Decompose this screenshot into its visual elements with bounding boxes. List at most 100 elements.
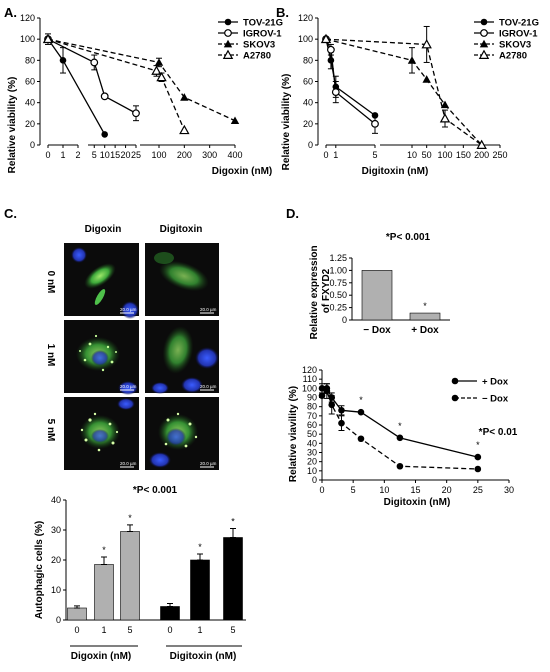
chart-a-series-line xyxy=(47,38,185,131)
chart-d-line-data-point xyxy=(396,462,404,470)
panel-label-a: A. xyxy=(4,5,17,20)
chart-d-line-xtick-label: 30 xyxy=(504,485,514,495)
chart-b-xtick-label: 100 xyxy=(437,150,452,160)
chart-c-xtick-label: 0 xyxy=(167,625,172,635)
chart-b-data-point xyxy=(327,45,335,54)
chart-b-legend-label: TOV-21G xyxy=(499,18,539,29)
chart-a-legend-marker xyxy=(222,49,234,59)
chart-d-line-data-point xyxy=(338,419,345,427)
scale-bar-label: 20.0 µm xyxy=(120,307,137,312)
chart-a-legend-marker xyxy=(223,39,233,48)
panel-label-c: C. xyxy=(4,206,17,221)
chart-a-ytick-label: 80 xyxy=(25,55,35,65)
chart-d-line-ytick-label: 90 xyxy=(307,393,317,403)
chart-a-ytick-label: 40 xyxy=(25,98,35,108)
chart-b-xtick-label: 250 xyxy=(492,150,507,160)
chart-b-xtick-label: 200 xyxy=(474,150,489,160)
chart-d-line-legend-marker xyxy=(451,377,459,385)
chart-a-xtick-label: 300 xyxy=(202,150,217,160)
chart-c-ytick-label: 40 xyxy=(51,495,61,505)
chart-c-bar xyxy=(223,537,243,621)
chart-a-data-point xyxy=(179,124,190,135)
chart-d-line-xtick-label: 25 xyxy=(473,485,483,495)
chart-c-ylabel: Autophagic cells (%) xyxy=(34,521,45,619)
chart-a-legend-label: TOV-21G xyxy=(243,18,283,29)
chart-d-line-ylabel: Relative viavility (%) xyxy=(288,386,299,482)
chart-b-ytick-label: 100 xyxy=(298,34,313,44)
chart-d-line-ytick-label: 50 xyxy=(307,429,317,439)
chart-a-ylabel: Relative viability (%) xyxy=(7,77,18,174)
chart-c-annotation: *P< 0.001 xyxy=(133,485,178,496)
chart-a-ytick-label: 100 xyxy=(20,34,35,44)
chart-d-line-ytick-label: 120 xyxy=(302,365,317,375)
micrograph-col-header-digitoxin: Digitoxin xyxy=(160,224,203,235)
chart-d-bar-ytick-label: 0.50 xyxy=(329,290,347,300)
chart-a-data-point xyxy=(132,109,140,118)
chart-a-xtick-label: 200 xyxy=(177,150,192,160)
chart-a-xtick-label: 100 xyxy=(151,150,166,160)
chart-d-line-ytick-label: 70 xyxy=(307,411,317,421)
chart-c-xtick-label: 5 xyxy=(230,625,235,635)
chart-d-line-xtick-label: 10 xyxy=(379,485,389,495)
fluorescence-micrograph-grid: 20.0 µm 20.0 µm 20.0 µm 20.0 µm 20.0 µm … xyxy=(64,243,219,470)
chart-c-bar xyxy=(94,564,114,621)
chart-a-xtick-label: 15 xyxy=(110,150,120,160)
chart-b-data-point xyxy=(331,88,340,96)
chart-c-group-label-digoxin: Digoxin (nM) xyxy=(71,651,132,662)
chart-d-line-ytick-label: 40 xyxy=(307,438,317,448)
chart-b-ylabel: Relative viability (%) xyxy=(281,74,292,171)
chart-a-legend-marker xyxy=(224,29,232,37)
chart-b-data-point xyxy=(421,39,432,49)
chart-d-line-xtick-label: 5 xyxy=(351,485,356,495)
chart-c-ytick-label: 0 xyxy=(56,615,61,625)
chart-d-bar-ytick-label: 1.25 xyxy=(329,253,347,263)
chart-d-bar-bar xyxy=(361,270,393,321)
chart-b-ytick-label: 20 xyxy=(303,119,313,129)
chart-b-xtick-label: 5 xyxy=(372,150,377,160)
chart-d-line-data-point xyxy=(474,465,482,473)
chart-a-ytick-label: 0 xyxy=(30,140,35,150)
micrograph-col-header-digoxin: Digoxin xyxy=(85,224,122,235)
chart-b-legend-marker xyxy=(479,39,489,48)
chart-c-bar xyxy=(160,606,180,621)
chart-a-data-point xyxy=(59,57,67,64)
chart-b-ytick-label: 40 xyxy=(303,98,313,108)
chart-c-bar xyxy=(190,559,210,621)
chart-a-ytick-label: 120 xyxy=(20,13,35,23)
chart-b-xtick-label: 50 xyxy=(422,150,432,160)
chart-d-line-significance-star: * xyxy=(476,440,480,450)
chart-c-significance-star: * xyxy=(102,545,106,555)
chart-d-line-legend-label: − Dox xyxy=(482,394,509,405)
panel-label-b: B. xyxy=(276,5,289,20)
chart-a-xtick-label: 0 xyxy=(45,150,50,160)
chart-d-line-data-point xyxy=(323,387,331,395)
chart-d-line-ytick-label: 20 xyxy=(307,457,317,467)
chart-d-line-significance-star: * xyxy=(359,395,363,405)
chart-d-line-annotation: *P< 0.01 xyxy=(479,427,518,438)
chart-a-ytick-label: 60 xyxy=(25,77,35,87)
chart-d-line-data-point xyxy=(318,392,326,399)
chart-d-line-xlabel: Digitoxin (nM) xyxy=(384,497,451,508)
scale-bar-label: 20.0 µm xyxy=(120,384,137,389)
chart-c-group-label-digitoxin: Digitoxin (nM) xyxy=(170,651,237,662)
chart-d-line-ytick-label: 80 xyxy=(307,402,317,412)
chart-b-legend-marker xyxy=(478,49,490,59)
chart-d-line-xtick-label: 15 xyxy=(410,485,420,495)
chart-b-data-point xyxy=(422,75,431,83)
chart-d-bar-ylabel-line1: Relative expression xyxy=(309,245,320,339)
chart-c-significance-star: * xyxy=(128,513,132,523)
chart-b-legend-label: A2780 xyxy=(499,51,527,62)
micrograph-row-label-0nm: 0 nM xyxy=(45,271,56,294)
chart-d-bar-bar xyxy=(409,312,441,321)
chart-a-xtick-label: 20 xyxy=(121,150,131,160)
chart-a-data-point xyxy=(154,58,164,66)
chart-b-xlabel: Digitoxin (nM) xyxy=(362,166,429,177)
chart-b-data-point xyxy=(320,33,332,44)
chart-d-line-ytick-label: 30 xyxy=(307,448,317,458)
chart-c-xtick-label: 1 xyxy=(101,625,106,635)
chart-c-ytick-label: 20 xyxy=(51,555,61,565)
chart-d-line-legend-marker xyxy=(451,394,459,402)
chart-b-legend-label: IGROV-1 xyxy=(499,29,538,40)
chart-c-significance-star: * xyxy=(231,517,235,527)
chart-d-bar-ylabel-line2: of FXYD2 xyxy=(321,268,332,313)
